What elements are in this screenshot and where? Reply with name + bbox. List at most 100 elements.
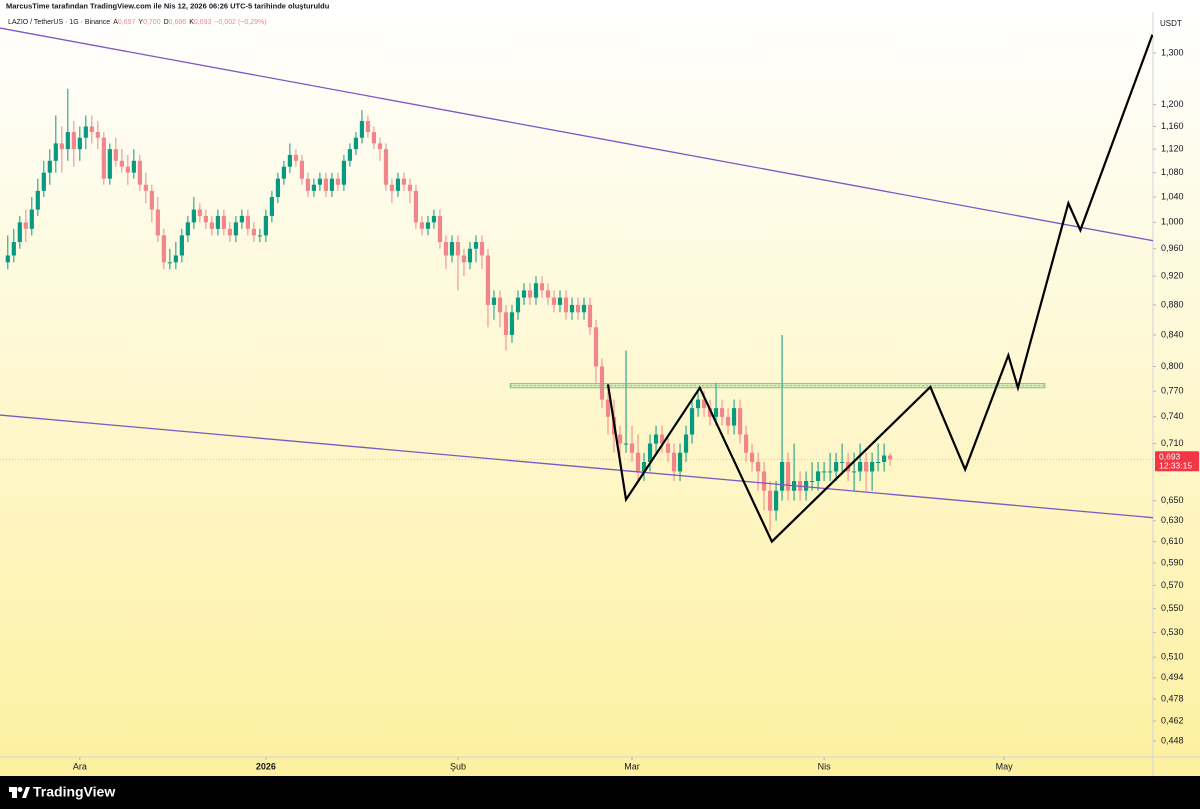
candle-body — [119, 160, 124, 167]
candle-body — [149, 190, 154, 210]
candle-body — [749, 452, 755, 463]
y-tick-label: 1,080 — [1161, 167, 1184, 177]
candle-body — [839, 462, 845, 464]
candle-body — [413, 190, 419, 223]
candle-body — [527, 290, 533, 298]
candle-body — [89, 126, 94, 133]
candle-body — [713, 408, 719, 417]
candle-body — [131, 160, 136, 173]
candle-body — [870, 462, 875, 472]
last-price-label: 0,693 — [1159, 451, 1181, 461]
candle-body — [876, 462, 881, 464]
candle-body — [425, 222, 431, 229]
candle-body — [161, 235, 166, 263]
x-tick-label: Mar — [624, 761, 640, 771]
candle-body — [305, 178, 311, 191]
candle-body — [209, 222, 214, 229]
candle-body — [335, 178, 341, 185]
last-price-box — [1155, 451, 1199, 472]
candle-body — [707, 408, 713, 417]
ohlc-value: 0,697 — [118, 19, 136, 26]
y-tick-label: 0,570 — [1161, 580, 1184, 590]
candle-body — [497, 297, 503, 313]
candle-body — [857, 462, 863, 472]
candle-body — [659, 434, 665, 444]
ohlc-value: 0,700 — [143, 19, 161, 26]
candle-body — [473, 242, 479, 249]
candle-body — [479, 242, 485, 256]
candle-body — [773, 490, 779, 511]
y-tick-label: 1,120 — [1161, 144, 1184, 154]
candle-body — [197, 209, 202, 216]
y-tick-label: 0,530 — [1161, 627, 1184, 637]
candle-body — [401, 178, 407, 185]
candle-body — [677, 452, 683, 472]
candle-body — [647, 443, 653, 463]
candle-body — [641, 462, 647, 472]
plot-area — [0, 27, 1153, 544]
candle-body — [5, 255, 10, 263]
candle-body — [293, 154, 299, 161]
candle-body — [449, 242, 455, 256]
candle-body — [743, 434, 749, 453]
candle-body — [221, 215, 226, 229]
candle-body — [803, 481, 809, 491]
candle-body — [888, 455, 893, 460]
candle-body — [455, 242, 461, 256]
y-tick-label: 1,040 — [1161, 191, 1184, 201]
candle-body — [581, 304, 587, 313]
candle-body — [833, 462, 839, 472]
candle-body — [215, 215, 220, 229]
candle-body — [467, 248, 473, 263]
ohlc-label: D — [164, 19, 169, 26]
candle-body — [809, 481, 815, 483]
y-tick-label: 0,770 — [1161, 386, 1184, 396]
y-tick-label: 0,800 — [1161, 361, 1184, 371]
symbol-header: LAZIO / TetherUS · 1G · Binance A 0,697 Y 0,… — [8, 19, 267, 26]
candle-body — [11, 242, 16, 256]
candle-body — [125, 166, 130, 173]
candle-body — [629, 443, 635, 453]
x-tick-label: Şub — [450, 761, 466, 771]
candle-body — [785, 462, 791, 491]
y-tick-label: 0,590 — [1161, 557, 1184, 567]
candle-body — [323, 178, 329, 191]
candle-body — [755, 462, 761, 472]
candle-body — [53, 143, 58, 161]
candle-body — [239, 215, 244, 223]
y-tick-label: 0,650 — [1161, 495, 1184, 505]
candle-body — [71, 132, 76, 150]
candle-body — [359, 120, 365, 138]
candle-body — [185, 222, 190, 236]
candle-body — [377, 143, 383, 150]
candle-body — [827, 471, 833, 473]
y-tick-label: 0,478 — [1161, 693, 1184, 703]
x-tick-label: 2026 — [256, 761, 276, 771]
ohlc-label: A — [113, 19, 118, 26]
candle-body — [107, 149, 112, 179]
y-tick-label: 0,740 — [1161, 411, 1184, 421]
trendline — [0, 27, 1153, 242]
candle-body — [683, 434, 689, 453]
candle-body — [593, 327, 599, 367]
candle-body — [59, 143, 64, 150]
candle-body — [485, 255, 491, 305]
y-tick-label: 1,200 — [1161, 99, 1184, 109]
candle-body — [299, 160, 305, 179]
candle-body — [251, 228, 256, 236]
y-tick-label: 0,462 — [1161, 715, 1184, 725]
y-tick-label: 1,000 — [1161, 217, 1184, 227]
candle-body — [779, 462, 785, 491]
candle-body — [269, 197, 274, 216]
candle-body — [545, 290, 551, 298]
y-tick-label: 0,494 — [1161, 672, 1184, 682]
footer-bar — [0, 776, 1200, 809]
ohlc-label: Y — [138, 19, 143, 26]
y-tick-label: 0,920 — [1161, 271, 1184, 281]
candle-body — [671, 452, 677, 472]
candle-body — [167, 262, 172, 264]
x-tick-label: Nis — [818, 761, 831, 771]
candle-body — [41, 172, 46, 191]
candle-body — [179, 235, 184, 256]
candle-body — [665, 443, 671, 453]
